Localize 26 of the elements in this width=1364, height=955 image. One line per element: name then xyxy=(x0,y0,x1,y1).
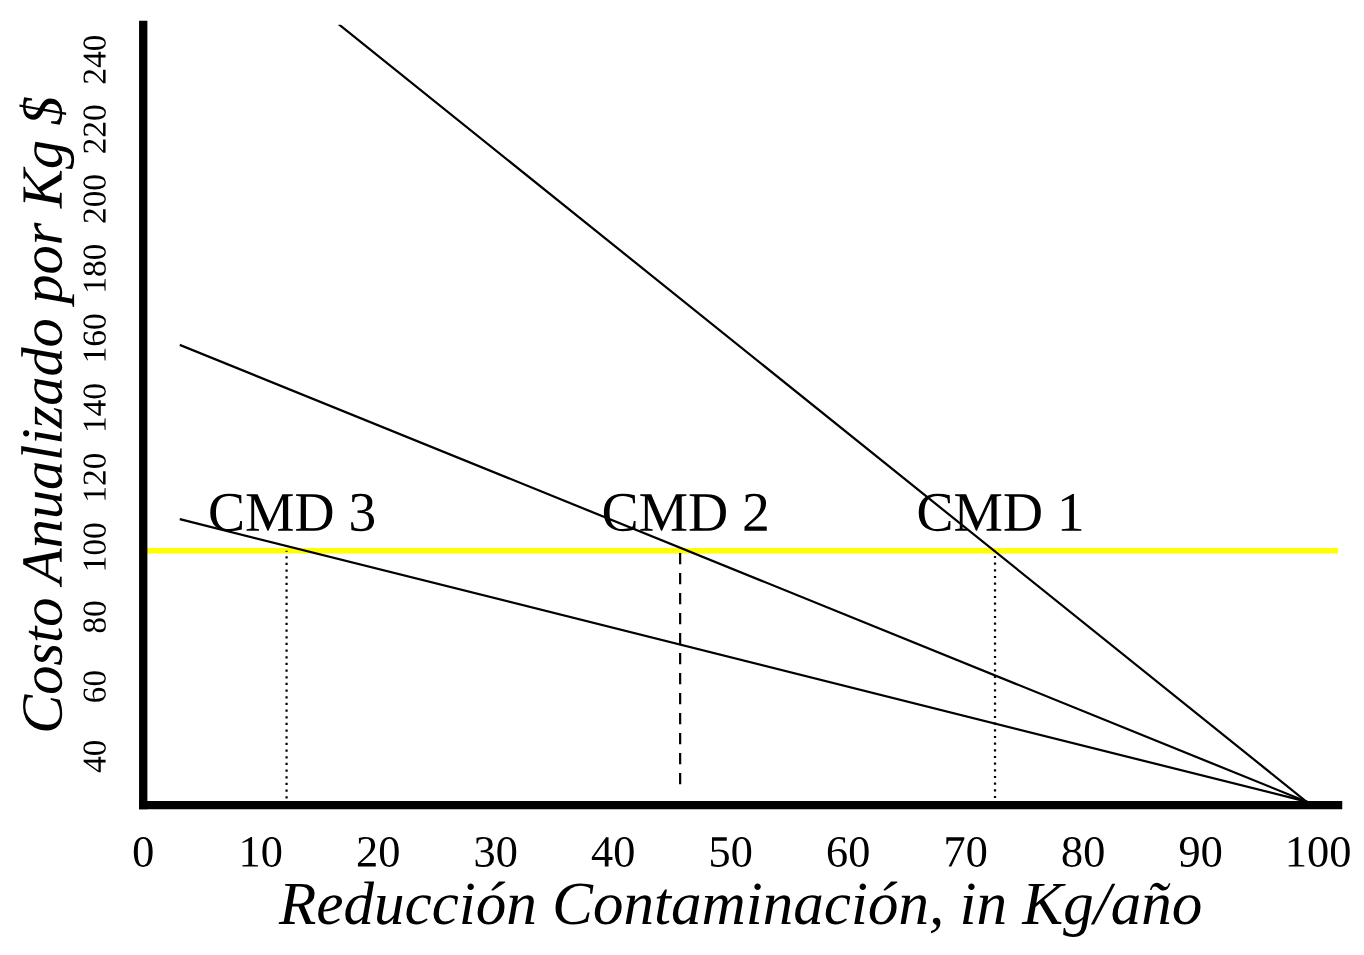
x-tick-label: 20 xyxy=(357,836,399,867)
y-tick-label: 100 xyxy=(83,523,106,570)
y-tick-label: 80 xyxy=(83,601,106,633)
x-tick-label: 0 xyxy=(133,836,153,867)
x-tick-label: 30 xyxy=(475,836,517,867)
y-tick-label: 220 xyxy=(83,105,106,153)
x-tick-label: 40 xyxy=(591,836,634,867)
y-tick-label: 160 xyxy=(83,314,106,361)
y-tick-label: 180 xyxy=(83,244,106,291)
y-tick-label: 240 xyxy=(83,35,106,84)
x-tick-label: 90 xyxy=(1179,836,1222,867)
x-axis-title: Reducción Contaminación, in Kg/año xyxy=(278,881,1201,937)
y-tick-label: 40 xyxy=(83,740,106,773)
y-tick-label: 140 xyxy=(83,384,106,431)
annotation: CMD 3 xyxy=(210,493,375,532)
y-axis-title: Costo Anualizado por Kg $ xyxy=(19,97,75,731)
x-tick-label: 70 xyxy=(946,836,987,867)
x-tick-label: 50 xyxy=(711,836,752,867)
y-tick-label: 200 xyxy=(83,175,106,223)
y-tick-label: 120 xyxy=(83,453,106,500)
x-tick-label: 10 xyxy=(242,836,282,867)
x-tick-label: 60 xyxy=(827,836,869,867)
y-tick-label: 60 xyxy=(83,671,106,702)
x-tick-label: 80 xyxy=(1062,836,1104,867)
x-tick-label: 100 xyxy=(1288,836,1350,867)
annotation: CMD 2 xyxy=(603,493,767,532)
